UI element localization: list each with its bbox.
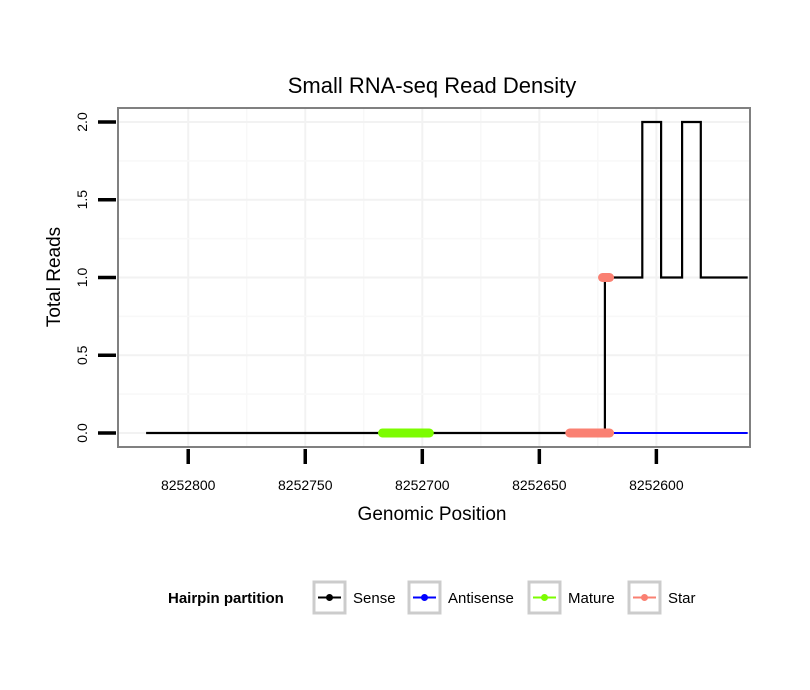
x-axis-title: Genomic Position [358,504,507,525]
legend-label: Sense [353,590,396,607]
chart-title: Small RNA-seq Read Density [288,73,577,98]
y-axis-title: Total Reads [44,227,65,327]
x-axis: 8252800 8252750 8252700 8252650 8252600 [161,449,684,493]
y-tick-label: 0.0 [74,423,90,443]
legend-key-point [326,594,333,601]
x-tick-label: 8252800 [161,477,216,493]
y-tick-label: 1.5 [74,190,90,210]
x-tick-label: 8252750 [278,477,333,493]
legend-key-point [541,594,548,601]
x-tick-label: 8252700 [395,477,450,493]
y-axis: 0.0 0.5 1.0 1.5 2.0 [74,112,116,443]
grid [118,108,750,447]
x-tick-label: 8252650 [512,477,567,493]
plot-series [146,120,748,438]
legend-key-point [641,594,648,601]
legend-entry-star: Star [627,580,696,615]
y-tick-label: 0.5 [74,345,90,365]
legend: Hairpin partition Sense Antisense Mature St… [168,580,696,615]
legend-title: Hairpin partition [168,590,284,607]
y-tick-label: 1.0 [74,268,90,288]
legend-entry-mature: Mature [527,580,615,615]
legend-entry-sense: Sense [312,580,396,615]
y-tick-label: 2.0 [74,112,90,132]
legend-label: Antisense [448,590,514,607]
legend-entry-antisense: Antisense [407,580,514,615]
plot-panel-border [117,107,751,448]
x-tick-label: 8252600 [629,477,684,493]
legend-label: Mature [568,590,615,607]
legend-key-point [421,594,428,601]
legend-label: Star [668,590,696,607]
